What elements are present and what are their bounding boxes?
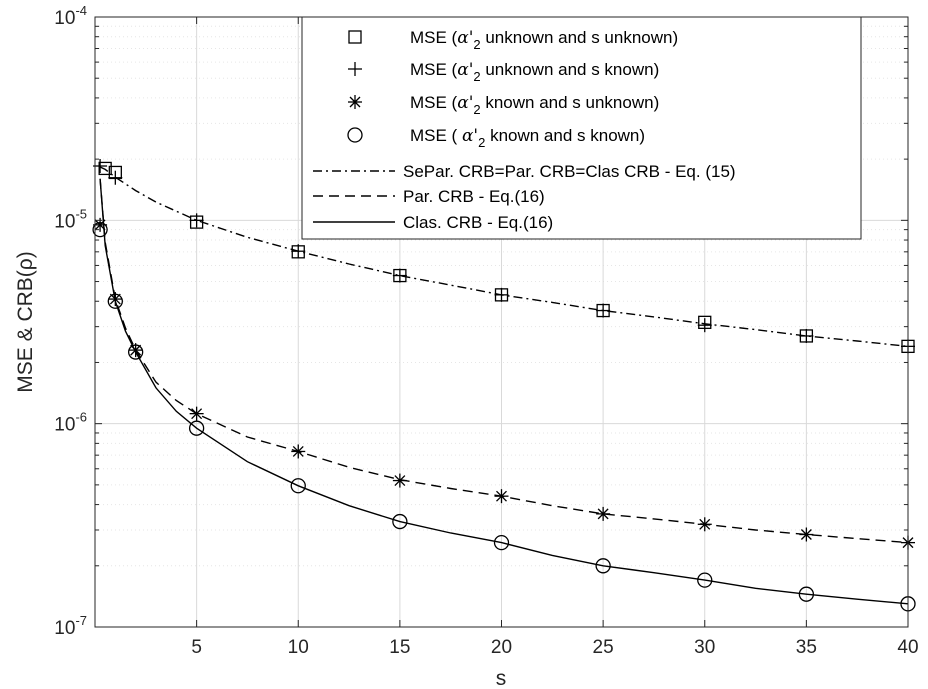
marker-circle (392, 513, 408, 530)
marker-circle (92, 221, 108, 238)
marker-asterisk (596, 506, 611, 521)
marker-circle (697, 572, 713, 588)
y-tick-label: 10-4 (54, 3, 87, 29)
series-layer (92, 159, 916, 612)
x-tick-label: 35 (796, 637, 817, 658)
marker-circle (290, 478, 306, 494)
marker-plus (189, 213, 204, 228)
marker-asterisk (291, 444, 306, 459)
marker-asterisk-d2 (699, 518, 711, 530)
axis-ticks (95, 16, 909, 628)
marker-plus (697, 318, 712, 333)
marker-square (98, 161, 112, 176)
marker-asterisk (189, 406, 204, 421)
marker-asterisk (799, 527, 814, 542)
marker-plus (392, 268, 407, 283)
marker-plus (596, 303, 611, 318)
marker-circle (595, 558, 611, 574)
legend-box (301, 16, 862, 240)
marker-asterisk-d2 (597, 508, 609, 520)
marker-asterisk-d2 (496, 490, 507, 502)
marker-circle (188, 420, 205, 436)
x-tick-label: 25 (593, 637, 614, 658)
marker-plus (494, 287, 509, 302)
x-tick-label: 5 (191, 637, 202, 658)
legend-label: MSE (α'2 known and s unknown) (410, 93, 659, 117)
y-tick-label: 10-6 (54, 410, 87, 436)
x-tick-label: 40 (897, 637, 918, 658)
y-tick-label: 10-5 (54, 206, 87, 232)
marker-asterisk-d2 (292, 445, 304, 457)
y-tick-label: 10-7 (54, 613, 87, 639)
x-tick-label: 20 (491, 637, 512, 658)
marker-asterisk-d2 (349, 96, 361, 108)
x-axis-label: s (496, 667, 507, 689)
marker-plus (799, 328, 814, 343)
series-line-6 (99, 178, 909, 544)
series-line-7 (99, 178, 909, 605)
legend-label: MSE ( α'2 known and s known) (410, 126, 645, 150)
marker-asterisk-d2 (94, 219, 106, 231)
legend-label: MSE (α'2 unknown and s known) (410, 60, 659, 84)
legend-entry-7: Clas. CRB - Eq.(16) (313, 213, 553, 232)
tick-labels: 5 10 15 20 25 30 35 40 10-7 10-6 10-5 10-4 (54, 3, 918, 658)
marker-circle (798, 586, 815, 602)
legend-label: Par. CRB - Eq.(16) (403, 187, 545, 206)
marker-plus (291, 244, 306, 259)
x-tick-label: 30 (694, 637, 715, 658)
marker-plus (348, 62, 362, 76)
marker-asterisk (697, 517, 712, 532)
legend-entry-4: MSE ( α'2 known and s known) (347, 126, 645, 150)
marker-asterisk-d2 (800, 529, 812, 540)
marker-asterisk-d2 (130, 344, 142, 356)
legend-entry-2: MSE (α'2 unknown and s known) (348, 60, 659, 84)
marker-asterisk (348, 95, 362, 109)
legend-entry-3: MSE (α'2 known and s unknown) (348, 93, 659, 117)
y-axis-label: MSE & CRB(ρ) (14, 251, 37, 392)
x-tick-label: 10 (288, 637, 309, 658)
marker-square (348, 30, 362, 44)
legend-entry-6: Par. CRB - Eq.(16) (313, 187, 545, 206)
legend-entry-1: MSE (α'2 unknown and s unknown) (348, 28, 678, 52)
legend-entry-5: SePar. CRB=Par. CRB=Clas CRB - Eq. (15) (313, 162, 736, 181)
legend-label: Clas. CRB - Eq.(16) (403, 213, 553, 232)
x-tick-label: 15 (389, 637, 410, 658)
marker-asterisk-d2 (394, 475, 406, 487)
marker-plus (108, 170, 123, 185)
marker-circle (347, 127, 363, 143)
marker-asterisk (392, 473, 407, 488)
marker-circle (107, 293, 123, 309)
marker-circle (127, 344, 144, 360)
series-line-5 (99, 166, 909, 348)
legend-label: SePar. CRB=Par. CRB=Clas CRB - Eq. (15) (403, 162, 736, 181)
marker-circle (493, 534, 510, 551)
legend: MSE (α'2 unknown and s unknown) MSE (α'2 … (301, 16, 862, 240)
marker-asterisk-d2 (191, 408, 203, 420)
legend-label: MSE (α'2 unknown and s unknown) (410, 28, 678, 52)
marker-asterisk (494, 489, 509, 504)
